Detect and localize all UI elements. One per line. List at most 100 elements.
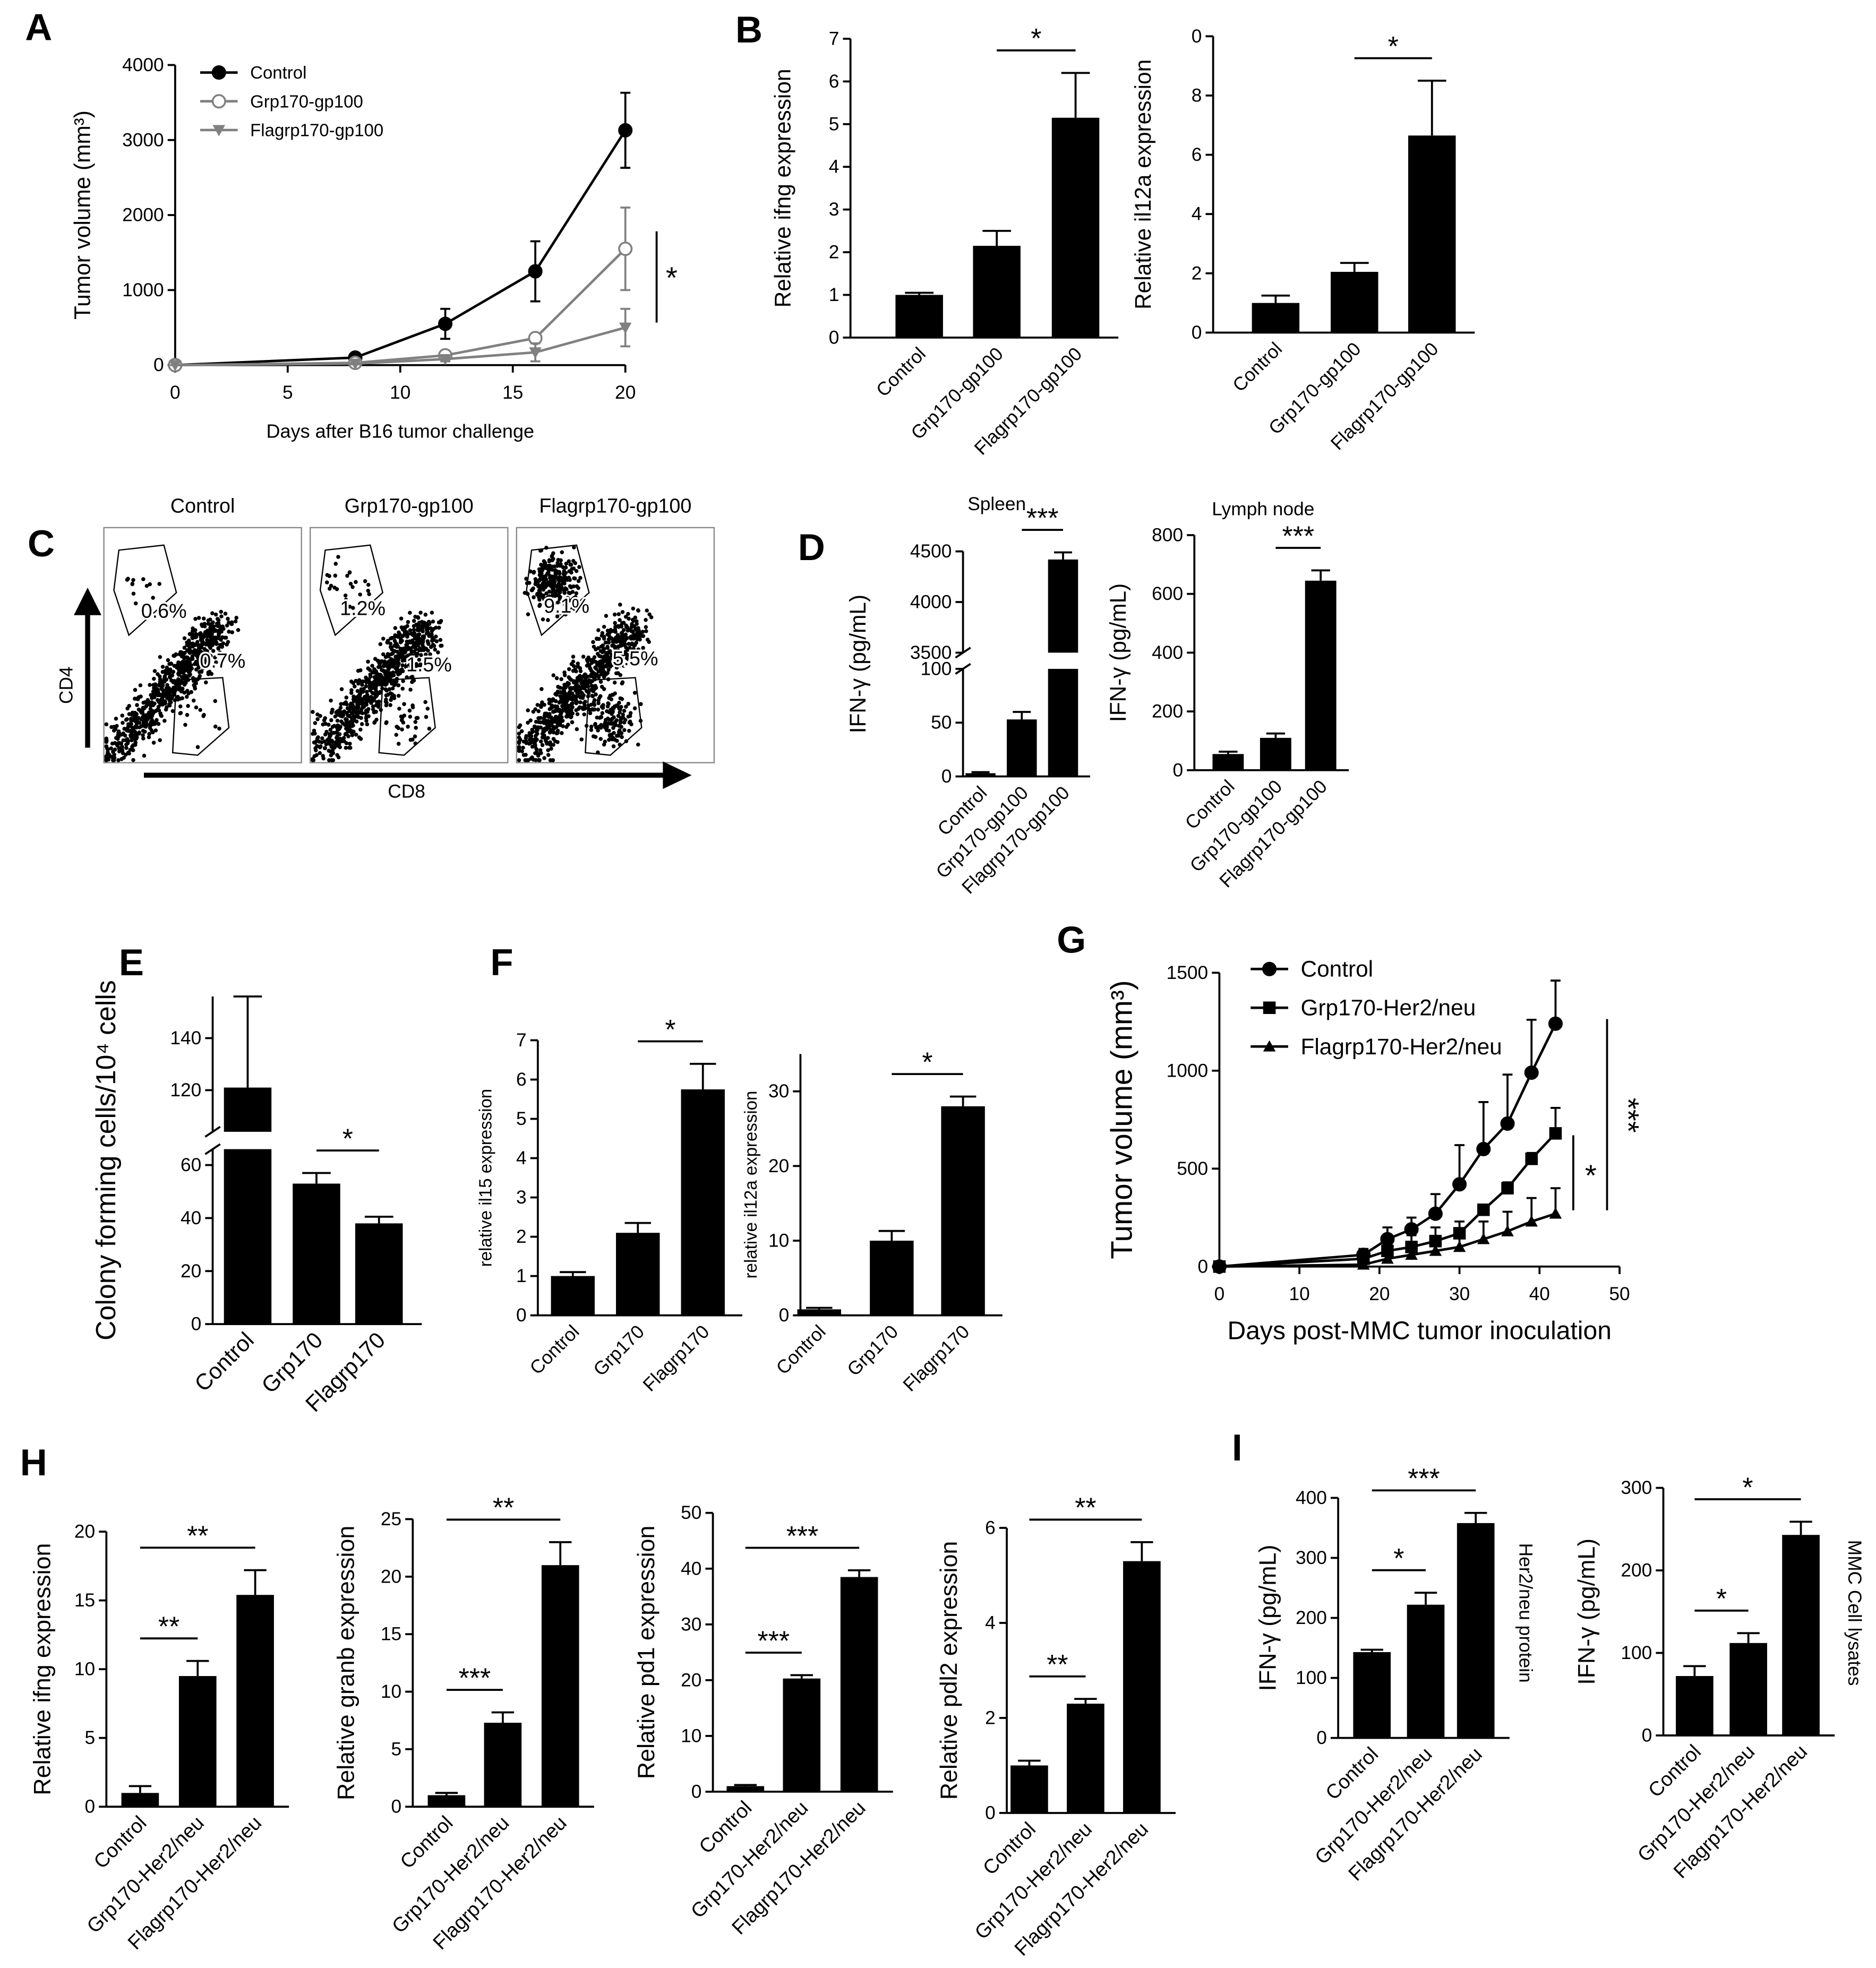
y-axis-label: Relative pdl2 expression [936,1541,962,1800]
event-dot [553,715,558,719]
event-dot [355,712,359,717]
event-dot [598,680,603,684]
event-dot [358,592,362,597]
legend-label: Flagrp170-Her2/neu [1300,1034,1502,1059]
event-dot [333,573,338,578]
event-dot [347,714,352,718]
legend-marker [1263,1001,1276,1015]
event-dot [115,737,120,741]
event-dot [520,749,524,753]
event-dot [618,663,622,668]
event-dot [398,647,402,651]
event-dot [120,714,125,718]
event-dot [586,655,591,660]
event-dot [368,688,373,693]
event-dot [151,711,156,715]
event-dot [165,665,169,670]
event-dot [136,697,140,701]
event-dot [627,658,631,662]
y-tick-label: 6 [985,1517,996,1538]
axis-break-mark [204,1125,221,1138]
event-dot [543,576,547,580]
significance-label: *** [786,1520,818,1551]
event-dot [132,729,137,734]
event-dot [408,737,413,742]
event-dot [574,569,579,573]
event-dot [148,723,153,727]
event-dot [318,745,322,750]
event-dot [423,613,428,617]
event-dot [204,663,209,668]
event-dot [336,555,340,559]
event-dot [526,708,530,712]
event-dot [524,740,529,744]
event-dot [230,630,235,634]
event-dot [366,582,371,587]
event-dot [534,758,538,762]
event-dot [425,707,430,711]
event-dot [592,644,596,649]
event-dot [371,704,375,709]
event-dot [347,604,352,609]
panel-letter: E [119,941,144,983]
event-dot [606,717,611,721]
event-dot [417,658,422,662]
event-dot [532,741,536,745]
event-dot [611,736,615,741]
event-dot [549,728,554,732]
event-dot [124,742,129,747]
event-dot [604,651,609,655]
event-dot [145,715,150,719]
event-dot [219,630,224,634]
event-dot [236,628,241,632]
event-dot [390,661,395,666]
event-dot [408,611,412,615]
event-dot [204,680,208,685]
event-dot [548,758,553,762]
event-dot [182,651,187,656]
event-dot [570,720,575,725]
legend-label: Control [1300,957,1373,982]
event-dot [183,664,187,668]
data-point [618,242,633,256]
significance-label: *** [758,1625,790,1656]
significance-label: ** [1047,1649,1068,1680]
event-dot [195,662,200,667]
event-dot [190,666,194,671]
significance-label: * [665,1014,675,1045]
data-point [1548,1016,1563,1031]
event-dot [430,632,434,637]
event-dot [314,748,318,753]
event-dot [550,699,554,703]
data-point [1501,1225,1514,1236]
event-dot [582,712,586,717]
event-dot [349,691,354,695]
event-dot [631,606,636,611]
event-dot [184,694,189,699]
event-dot [571,558,576,563]
event-dot [612,715,616,719]
event-dot [376,681,380,686]
event-dot [551,600,556,605]
event-dot [611,706,615,710]
event-dot [537,604,542,608]
event-dot [212,641,217,646]
event-dot [538,716,543,720]
event-dot [564,561,569,566]
event-dot [424,715,429,719]
event-dot [523,758,528,762]
y-tick-label: 1500 [1167,962,1209,983]
event-dot [402,631,407,636]
event-dot [571,584,576,589]
event-dot [544,591,549,596]
event-dot [233,619,238,624]
event-dot [551,556,555,561]
event-dot [547,589,552,594]
bar [178,1676,217,1807]
y-tick-label: 0 [1316,1728,1327,1748]
event-dot [576,579,581,583]
event-dot [558,685,562,690]
event-dot [619,658,623,663]
event-dot [547,594,552,598]
event-dot [364,684,369,689]
